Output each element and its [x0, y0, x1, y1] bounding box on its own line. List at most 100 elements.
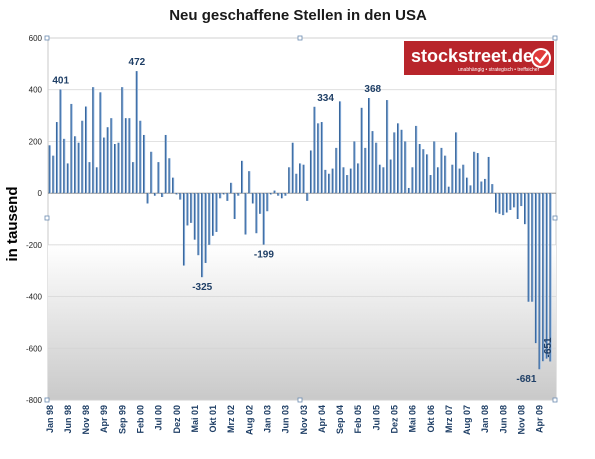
bar: [48, 145, 51, 194]
bar: [237, 193, 240, 196]
bar: [99, 92, 102, 194]
bar: [95, 167, 99, 194]
bar: [324, 169, 327, 194]
lower-area-shade: [48, 244, 556, 400]
bar: [190, 193, 193, 223]
bar: [513, 193, 516, 208]
data-label: 472: [129, 57, 146, 68]
bar: [226, 193, 229, 201]
x-tick-label: Jul 05: [371, 405, 381, 431]
bar: [284, 193, 287, 196]
x-tick-label: Mai 01: [190, 405, 200, 433]
plot-background: [47, 37, 557, 401]
x-tick-label: Jan 08: [480, 405, 490, 433]
selection-handles: [44, 35, 558, 403]
bar: [197, 193, 200, 256]
bar: [63, 138, 66, 194]
x-tick-label: Nov 98: [81, 405, 91, 435]
bar: [502, 193, 505, 216]
bar: [259, 193, 262, 214]
x-tick-label: Dez 00: [172, 405, 182, 434]
bar: [357, 163, 360, 194]
y-tick-label: -800: [26, 396, 43, 405]
bar: [534, 193, 538, 344]
x-tick-label: Okt 01: [208, 405, 218, 433]
logo-background: [404, 41, 554, 75]
bar: [201, 193, 204, 278]
bar: [338, 101, 342, 194]
y-axis-ticks: 600 400 200 0 -200 -400 -600 -800: [26, 34, 43, 405]
bar: [462, 164, 465, 194]
bar: [382, 167, 385, 194]
bar: [77, 142, 80, 194]
bar: [418, 144, 422, 194]
bar: [386, 100, 389, 194]
bar: [495, 193, 498, 213]
bar: [295, 173, 298, 194]
gridlines: [48, 37, 556, 401]
bar: [328, 173, 331, 194]
bar: [168, 158, 171, 194]
y-tick-label: -400: [26, 293, 43, 302]
bar: [349, 168, 353, 194]
y-tick-label: -200: [26, 241, 43, 250]
bar: [172, 177, 175, 194]
x-tick-label: Jun 03: [281, 405, 291, 434]
x-tick-label: Mrz 02: [226, 405, 236, 433]
bar: [524, 193, 527, 225]
bar: [368, 97, 371, 194]
bar-series: [48, 71, 552, 370]
bar: [520, 193, 523, 207]
bar: [484, 178, 487, 194]
bar: [124, 118, 128, 194]
annotations: 401 472 -325 -199 334 368 -681 -651: [52, 57, 554, 385]
logo-tagline: unabhängig • strategisch • treffsicher: [458, 67, 540, 73]
bar: [415, 125, 418, 194]
bar: [378, 164, 382, 194]
x-axis-ticks: Jan 98 Jun 98 Nov 98 Apr 99 Sep 99 Feb 00 Jul …: [45, 405, 545, 435]
bar: [74, 136, 77, 194]
bar: [375, 142, 378, 194]
bar: [117, 142, 120, 194]
bar: [509, 193, 512, 210]
bar: [476, 153, 480, 194]
bar: [114, 144, 117, 194]
bar: [397, 123, 400, 194]
bar: [66, 163, 70, 194]
bar: [103, 137, 106, 194]
bar: [175, 193, 178, 195]
bar: [291, 142, 295, 194]
bar: [215, 193, 218, 232]
bar: [266, 193, 269, 212]
bar: [88, 162, 91, 194]
bar: [389, 159, 393, 194]
y-tick-label: 600: [29, 34, 43, 43]
bar: [371, 131, 374, 194]
bar: [84, 106, 88, 194]
x-tick-label: Sep 04: [335, 405, 345, 434]
bar: [480, 181, 483, 194]
bar: [143, 134, 146, 194]
bar: [360, 107, 363, 194]
bar: [302, 164, 305, 194]
bar: [429, 175, 432, 194]
x-tick-label: Mrz 07: [444, 405, 454, 433]
x-tick-label: Jun 98: [63, 405, 73, 434]
bar: [161, 193, 164, 198]
bar: [393, 132, 396, 194]
data-label: -325: [192, 282, 212, 293]
bar: [280, 193, 284, 199]
bar: [248, 171, 251, 194]
x-tick-label: Apr 99: [99, 405, 109, 433]
x-tick-label: Sep 99: [117, 405, 127, 434]
bar: [146, 193, 149, 204]
bar: [538, 193, 541, 370]
data-label: 368: [364, 84, 381, 95]
bar: [81, 120, 84, 194]
bar: [208, 193, 211, 245]
bar: [241, 160, 244, 194]
bar: [186, 193, 189, 226]
bar: [306, 193, 309, 201]
